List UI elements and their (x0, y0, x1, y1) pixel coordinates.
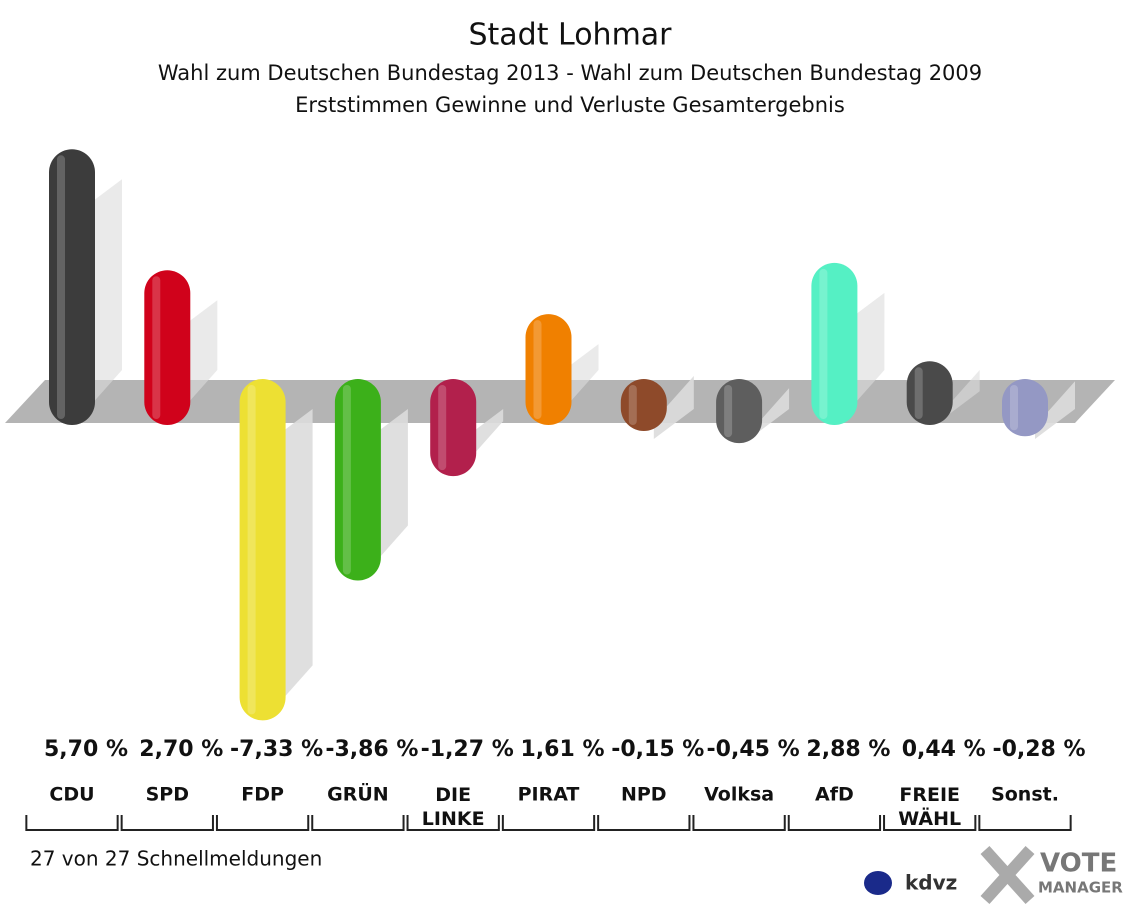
value-label: 5,70 % (44, 737, 128, 762)
bar-highlight (247, 385, 256, 715)
bar (620, 379, 667, 432)
bar (525, 314, 572, 425)
bar (334, 379, 381, 581)
bar (49, 149, 95, 426)
bar (716, 379, 763, 444)
bar-shadow (653, 376, 694, 439)
category-bracket (692, 815, 786, 831)
logo-text: VOTE (1040, 849, 1117, 879)
category-bracket (978, 815, 1072, 831)
x-tick-label: SPD (146, 784, 189, 806)
logo-text: kdvz (905, 871, 957, 895)
value-label: -0,45 % (707, 737, 800, 762)
category-bracket (883, 815, 977, 831)
bar (811, 262, 858, 425)
category-bracket (311, 815, 405, 831)
category-bracket (120, 815, 214, 831)
value-label: 0,44 % (902, 737, 986, 762)
value-label: 1,61 % (521, 737, 605, 762)
bar (906, 361, 953, 425)
category-bracket (597, 815, 691, 831)
bar (430, 379, 477, 477)
logo-cross (980, 845, 1035, 905)
category-bracket (406, 815, 500, 831)
bar-highlight (438, 385, 447, 471)
bar-highlight (533, 320, 542, 419)
bar-highlight (57, 155, 65, 420)
bar (239, 379, 286, 721)
bar (144, 270, 191, 425)
value-label: 2,88 % (806, 737, 890, 762)
bar-highlight (914, 367, 923, 419)
bar-highlight (819, 268, 828, 419)
x-tick-label: FDP (241, 784, 284, 806)
x-tick-label: AfD (815, 784, 854, 806)
x-tick-label: Volksa (704, 784, 774, 806)
value-label: -1,27 % (421, 737, 514, 762)
bar-highlight (152, 276, 161, 419)
logo-text: MANAGER (1038, 879, 1123, 897)
x-tick-label: FREIE WÄHL (898, 784, 961, 830)
subtitle: Wahl zum Deutschen Bundestag 2013 - Wahl… (158, 61, 982, 85)
x-tick-label: DIE LINKE (422, 784, 485, 830)
logo-icon (864, 871, 892, 895)
bar-highlight (628, 385, 637, 426)
bar-highlight (1010, 385, 1018, 431)
x-tick-label: Sonst. (991, 784, 1059, 806)
value-label: -7,33 % (230, 737, 323, 762)
footnote: 27 von 27 Schnellmeldungen (30, 847, 322, 871)
value-label: -0,15 % (611, 737, 704, 762)
value-label: -0,28 % (992, 737, 1085, 762)
chart-title: Stadt Lohmar (468, 18, 672, 53)
x-tick-label: CDU (49, 784, 94, 806)
value-label: -3,86 % (325, 737, 418, 762)
bars (49, 149, 1075, 721)
value-label: 2,70 % (139, 737, 223, 762)
bar-highlight (724, 385, 733, 438)
category-bracket (215, 815, 310, 831)
category-bracket (787, 815, 882, 831)
bar (1002, 379, 1048, 437)
category-bracket (25, 815, 119, 831)
x-tick-label: PIRAT (518, 784, 580, 806)
bar-highlight (342, 385, 351, 575)
x-tick-label: NPD (621, 784, 667, 806)
category-bracket (501, 815, 596, 831)
x-tick-label: GRÜN (327, 782, 389, 806)
subtitle: Erststimmen Gewinne und Verluste Gesamte… (295, 93, 845, 117)
